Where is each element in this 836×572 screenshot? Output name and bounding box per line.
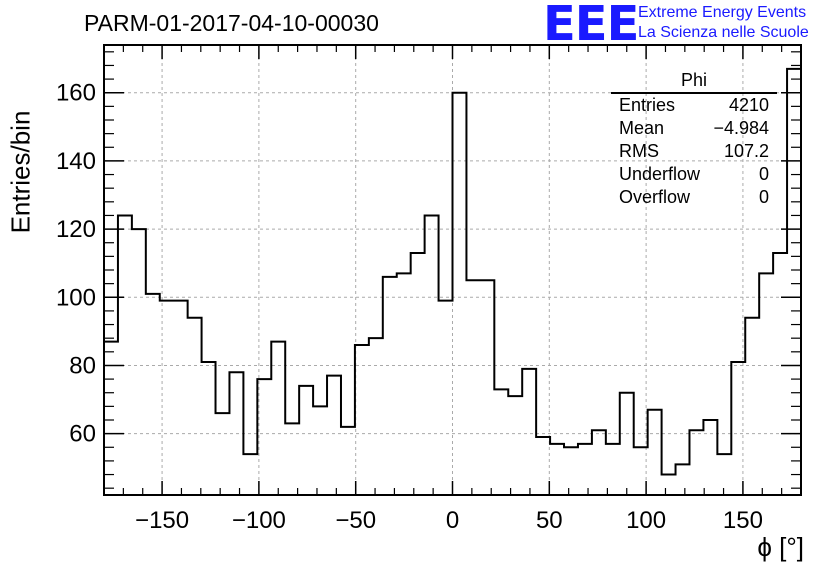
y-axis-label: Entries/bin xyxy=(4,110,38,234)
stats-value: 0 xyxy=(758,164,769,184)
y-axis-label-text: Entries/bin xyxy=(5,110,36,234)
stats-row: Mean −4.984 xyxy=(611,117,777,140)
stats-row: Overflow 0 xyxy=(611,186,777,209)
stats-value: 4210 xyxy=(728,95,769,115)
plot-title: PARM-01-2017-04-10-00030 xyxy=(84,10,379,36)
axis-ticks xyxy=(103,45,802,495)
y-tick-label: 60 xyxy=(69,421,96,448)
stats-row: Entries 4210 xyxy=(611,94,777,117)
x-tick-label: −50 xyxy=(335,507,376,534)
y-tick-label: 100 xyxy=(56,284,96,311)
logo-caption: Extreme Energy Events La Scienza nelle S… xyxy=(638,3,809,43)
stats-label: Overflow xyxy=(619,187,691,207)
stats-label: Underflow xyxy=(619,164,701,184)
stats-row: RMS 107.2 xyxy=(611,140,777,163)
stats-label: Entries xyxy=(619,95,676,115)
logo-caption-line2: La Scienza nelle Scuole xyxy=(638,24,809,41)
stats-label: RMS xyxy=(619,141,659,161)
stats-value: −4.984 xyxy=(713,118,769,138)
histogram-line xyxy=(103,67,801,495)
logo-caption-line1: Extreme Energy Events xyxy=(638,4,807,21)
stats-row: Underflow 0 xyxy=(611,163,777,186)
tick-labels: −150 −100 −50 0 50 100 150 60 80 100 120 140 160 xyxy=(56,80,763,534)
y-tick-label: 160 xyxy=(56,80,96,107)
stats-label: Mean xyxy=(619,118,665,138)
x-tick-label: 150 xyxy=(723,507,763,534)
y-tick-label: 120 xyxy=(56,216,96,243)
x-axis-label: ϕ [°] xyxy=(757,532,804,562)
stats-box-title: Phi xyxy=(611,70,777,94)
stats-value: 107.2 xyxy=(723,141,769,161)
stats-box: Phi Entries 4210 Mean −4.984 RMS 107.2 Unde… xyxy=(611,70,777,209)
y-tick-label: 80 xyxy=(69,352,96,379)
x-tick-label: 50 xyxy=(536,507,563,534)
y-tick-label: 140 xyxy=(56,148,96,175)
stats-value: 0 xyxy=(758,187,769,207)
eee-logo: EEE xyxy=(543,0,639,52)
x-tick-label: −100 xyxy=(232,507,286,534)
x-tick-label: −150 xyxy=(135,507,189,534)
x-tick-label: 100 xyxy=(626,507,666,534)
x-tick-label: 0 xyxy=(446,507,459,534)
